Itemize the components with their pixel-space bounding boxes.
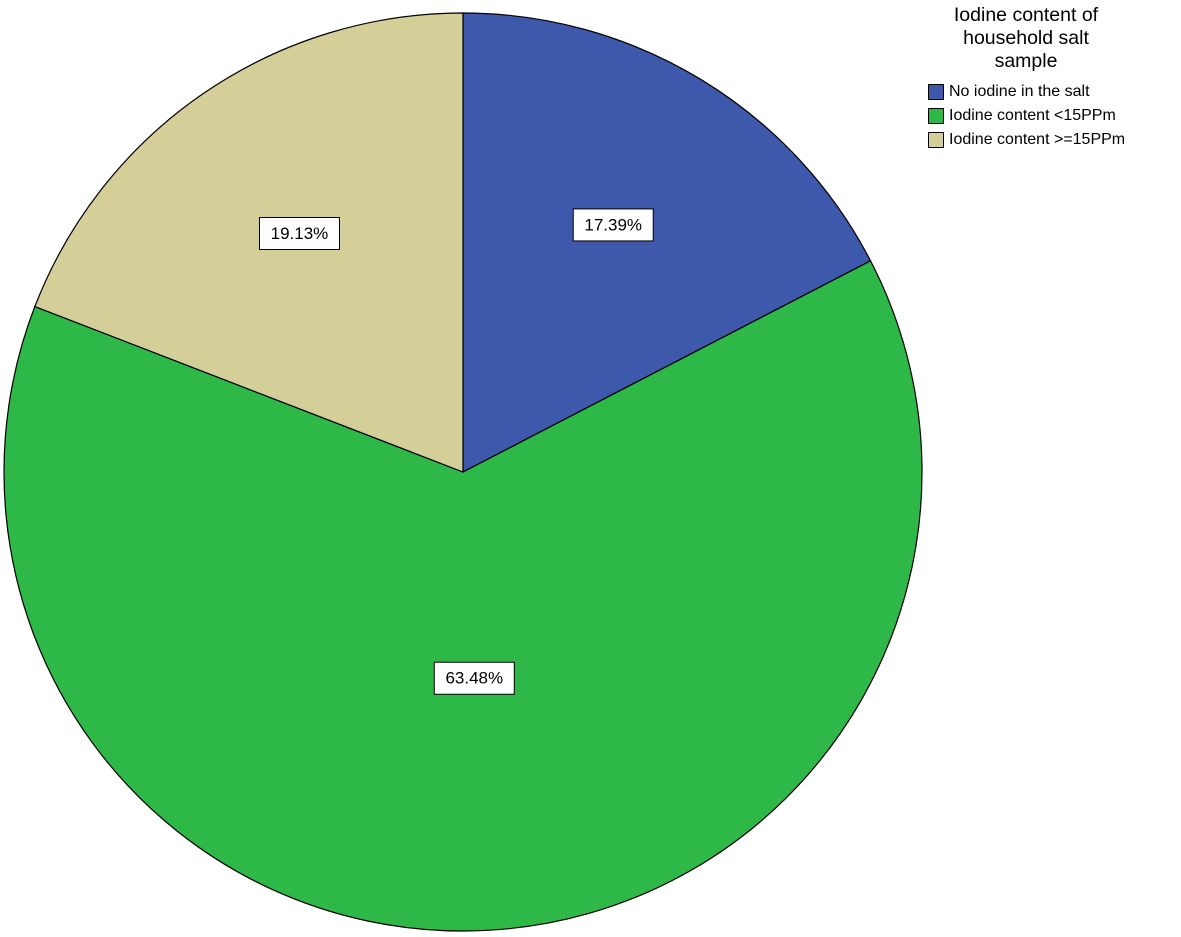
legend-item-2: Iodine content <15PPm (928, 104, 1178, 128)
pie-data-labels: 17.39% 63.48% 19.13% (258, 208, 654, 695)
legend: Iodine content of household salt sample … (928, 4, 1178, 152)
pie-slice-3 (34, 12, 464, 473)
pie-data-label-1: 17.39% (572, 208, 654, 242)
legend-swatch (928, 108, 944, 124)
pie-data-label-text: 63.48% (445, 669, 503, 688)
pie-data-label-2: 63.48% (433, 661, 515, 695)
legend-swatch (928, 132, 944, 148)
legend-label: Iodine content >=15PPm (949, 131, 1126, 148)
pie-data-label-text: 19.13% (271, 224, 329, 243)
legend-item-1: No iodine in the salt (928, 80, 1178, 104)
pie-data-label-box (258, 216, 340, 250)
pie-data-label-3: 19.13% (258, 216, 340, 250)
pie-slices (3, 12, 923, 932)
legend-item-3: Iodine content >=15PPm (928, 128, 1178, 152)
pie-data-label-box (572, 208, 654, 242)
pie-slice-2 (3, 259, 923, 932)
legend-label: No iodine in the salt (949, 83, 1090, 100)
pie-slice-1 (462, 12, 872, 473)
legend-swatch (928, 84, 944, 100)
pie-data-label-text: 17.39% (584, 215, 642, 234)
legend-label: Iodine content <15PPm (949, 107, 1116, 124)
legend-title: Iodine content of household salt sample (953, 4, 1099, 72)
legend-items: No iodine in the salt Iodine content <15P… (928, 80, 1178, 152)
pie-data-label-box (433, 661, 515, 695)
